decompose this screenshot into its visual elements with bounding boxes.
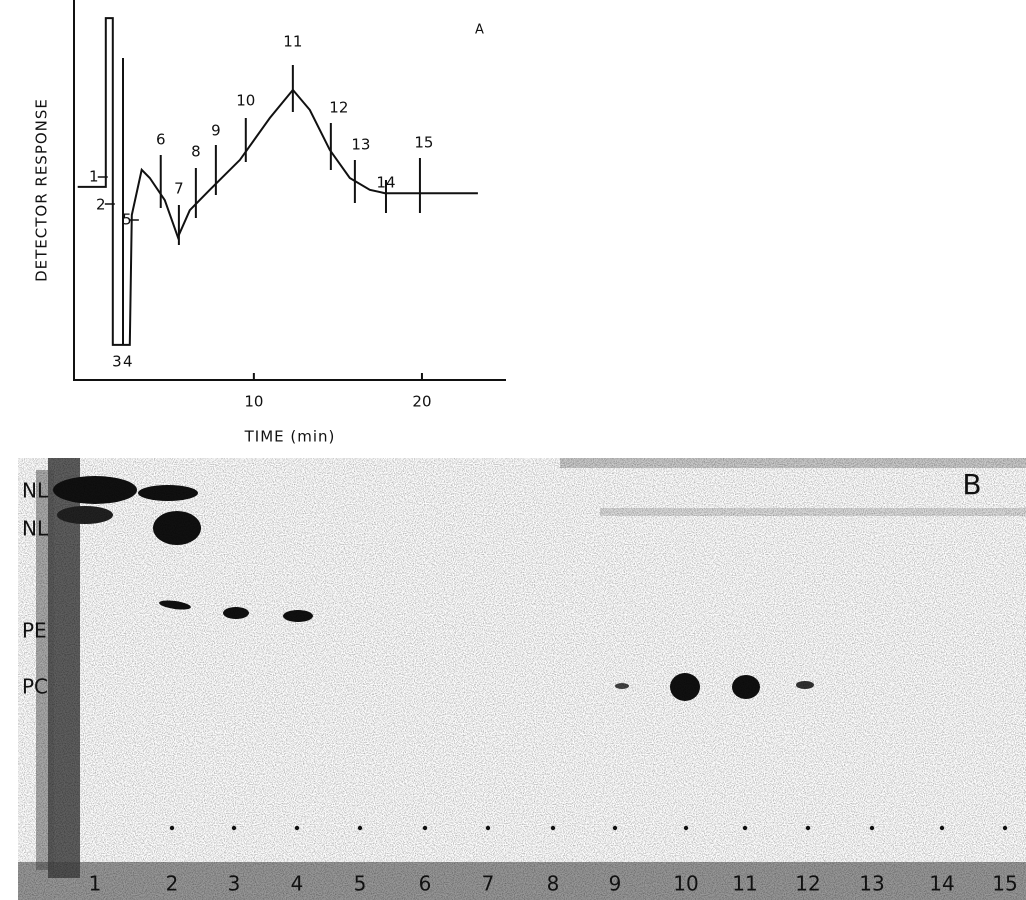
lane-label: 7 xyxy=(482,872,495,896)
lane-label: 3 xyxy=(228,872,241,896)
lane-label: 13 xyxy=(859,872,884,896)
lane-label: 11 xyxy=(732,872,757,896)
x-tick-label: 20 xyxy=(412,393,431,411)
origin-dot xyxy=(232,826,236,830)
lane-label: 14 xyxy=(929,872,954,896)
fraction-label: 1 xyxy=(89,168,99,186)
panel-label: B xyxy=(962,468,981,501)
x-axis-label: TIME (min) xyxy=(244,428,336,446)
trace xyxy=(78,18,478,345)
lane-label: 15 xyxy=(992,872,1017,896)
fraction-label: 13 xyxy=(351,136,370,154)
fraction-label: 9 xyxy=(211,122,221,140)
fraction-label: 4 xyxy=(123,353,133,371)
origin-dot xyxy=(613,826,617,830)
fraction-label: 10 xyxy=(236,92,255,110)
fraction-label: 11 xyxy=(283,33,302,51)
fraction-label: 15 xyxy=(414,134,433,152)
fraction-label: 2 xyxy=(96,196,106,214)
fraction-label: 6 xyxy=(156,131,166,149)
origin-dot xyxy=(358,826,362,830)
origin-dot xyxy=(295,826,299,830)
origin-dot xyxy=(743,826,747,830)
origin-dot xyxy=(870,826,874,830)
lane-label: 6 xyxy=(419,872,432,896)
lane-label: 10 xyxy=(673,872,698,896)
grain xyxy=(18,458,1026,900)
lane-label: 8 xyxy=(547,872,560,896)
panel-label: A xyxy=(475,23,484,38)
origin-dot xyxy=(806,826,810,830)
origin-dot xyxy=(423,826,427,830)
y-axis-label: DETECTOR RESPONSE xyxy=(33,98,51,282)
origin-dot xyxy=(486,826,490,830)
origin-dot xyxy=(940,826,944,830)
lane-label: 5 xyxy=(354,872,367,896)
fraction-label: 8 xyxy=(191,143,201,161)
fraction-label: 7 xyxy=(174,180,184,198)
lane-label: 1 xyxy=(89,872,102,896)
origin-dot xyxy=(170,826,174,830)
row-label: PC xyxy=(22,675,48,699)
lane-label: 9 xyxy=(609,872,622,896)
x-tick-label: 10 xyxy=(244,393,263,411)
fraction-label: 3 xyxy=(112,353,122,371)
lane-label: 2 xyxy=(166,872,179,896)
row-label: NL xyxy=(22,517,49,541)
row-label: NL xyxy=(22,479,49,503)
fraction-label: 14 xyxy=(376,174,395,192)
figure: A DETECTOR RESPONSE TIME (min) 102012345… xyxy=(0,0,1026,900)
fraction-label: 12 xyxy=(329,99,348,117)
lane-label: 12 xyxy=(795,872,820,896)
origin-dot xyxy=(551,826,555,830)
lane-label: 4 xyxy=(291,872,304,896)
row-label: PE xyxy=(22,619,47,643)
fraction-label: 5 xyxy=(122,211,132,229)
origin-dot xyxy=(684,826,688,830)
origin-dot xyxy=(1003,826,1007,830)
